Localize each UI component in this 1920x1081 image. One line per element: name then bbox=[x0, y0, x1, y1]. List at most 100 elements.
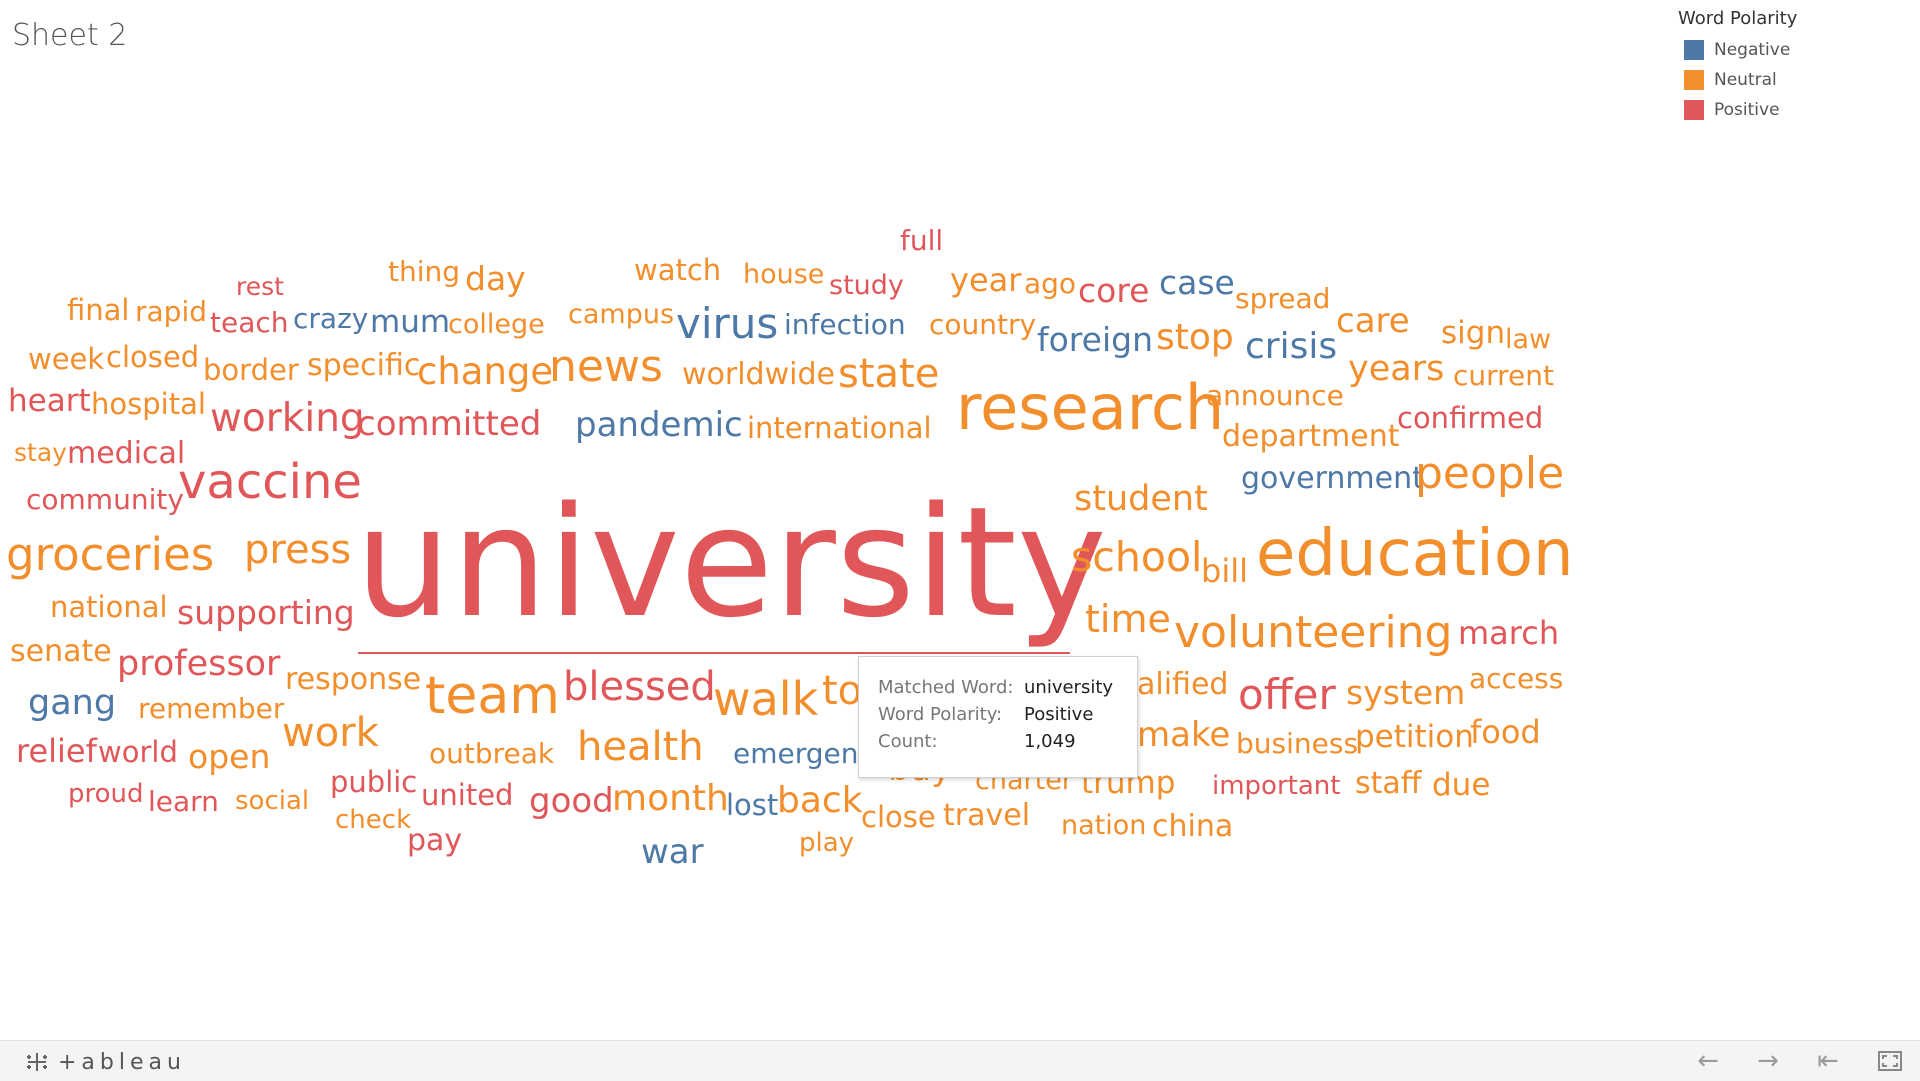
word-alified[interactable]: alified bbox=[1137, 667, 1229, 702]
word-china[interactable]: china bbox=[1152, 809, 1234, 844]
word-rapid[interactable]: rapid bbox=[135, 295, 207, 328]
word-student[interactable]: student bbox=[1074, 479, 1208, 519]
redo-icon[interactable]: → bbox=[1757, 1046, 1779, 1076]
word-to[interactable]: to bbox=[822, 668, 863, 714]
word-outbreak[interactable]: outbreak bbox=[429, 737, 555, 770]
word-university[interactable]: university bbox=[355, 474, 1107, 651]
word-response[interactable]: response bbox=[285, 662, 422, 697]
word-check[interactable]: check bbox=[335, 805, 412, 835]
word-college[interactable]: college bbox=[448, 309, 545, 340]
word-rest[interactable]: rest bbox=[236, 272, 284, 301]
word-emergenc[interactable]: emergenc bbox=[733, 737, 874, 770]
word-crisis[interactable]: crisis bbox=[1245, 326, 1338, 367]
word-press[interactable]: press bbox=[244, 527, 352, 573]
word-groceries[interactable]: groceries bbox=[6, 528, 215, 581]
word-close[interactable]: close bbox=[861, 800, 936, 834]
word-care[interactable]: care bbox=[1336, 301, 1410, 341]
word-remember[interactable]: remember bbox=[138, 692, 285, 725]
word-march[interactable]: march bbox=[1458, 614, 1560, 652]
word-due[interactable]: due bbox=[1432, 767, 1491, 803]
word-country[interactable]: country bbox=[929, 308, 1037, 341]
word-nation[interactable]: nation bbox=[1061, 810, 1147, 841]
word-offer[interactable]: offer bbox=[1238, 670, 1336, 719]
word-thing[interactable]: thing bbox=[388, 255, 461, 288]
word-week[interactable]: week bbox=[28, 342, 105, 376]
legend-item-neutral[interactable]: Neutral bbox=[1678, 65, 1797, 95]
word-month[interactable]: month bbox=[612, 778, 729, 819]
word-public[interactable]: public bbox=[330, 765, 418, 799]
word-travel[interactable]: travel bbox=[943, 798, 1031, 833]
word-staff[interactable]: staff bbox=[1355, 766, 1422, 801]
word-working[interactable]: working bbox=[210, 396, 365, 441]
revert-icon[interactable]: ⇤ bbox=[1817, 1046, 1839, 1076]
word-research[interactable]: research bbox=[956, 371, 1225, 444]
word-case[interactable]: case bbox=[1159, 263, 1235, 302]
word-good[interactable]: good bbox=[529, 781, 614, 821]
word-sign[interactable]: sign bbox=[1441, 315, 1506, 351]
word-state[interactable]: state bbox=[838, 351, 940, 397]
word-health[interactable]: health bbox=[577, 724, 704, 770]
word-blessed[interactable]: blessed bbox=[563, 664, 716, 710]
word-virus[interactable]: virus bbox=[676, 299, 779, 348]
word-pandemic[interactable]: pandemic bbox=[575, 405, 743, 445]
word-crazy[interactable]: crazy bbox=[293, 302, 369, 335]
word-core[interactable]: core bbox=[1078, 271, 1150, 310]
word-petition[interactable]: petition bbox=[1355, 719, 1474, 755]
word-work[interactable]: work bbox=[282, 710, 379, 756]
word-vaccine[interactable]: vaccine bbox=[178, 454, 362, 510]
word-foreign[interactable]: foreign bbox=[1037, 320, 1153, 359]
word-important[interactable]: important bbox=[1212, 771, 1341, 801]
word-department[interactable]: department bbox=[1222, 419, 1400, 454]
word-gang[interactable]: gang bbox=[28, 683, 117, 723]
word-world[interactable]: world bbox=[98, 735, 178, 769]
word-hospital[interactable]: hospital bbox=[91, 387, 206, 421]
word-pay[interactable]: pay bbox=[407, 823, 463, 858]
word-government[interactable]: government bbox=[1241, 461, 1424, 496]
word-news[interactable]: news bbox=[549, 341, 663, 392]
word-supporting[interactable]: supporting bbox=[177, 593, 355, 632]
word-border[interactable]: border bbox=[203, 353, 299, 387]
word-years[interactable]: years bbox=[1348, 349, 1445, 389]
word-year[interactable]: year bbox=[950, 261, 1022, 299]
word-bill[interactable]: bill bbox=[1201, 552, 1248, 590]
word-teach[interactable]: teach bbox=[210, 306, 289, 339]
word-house[interactable]: house bbox=[743, 259, 825, 290]
word-closed[interactable]: closed bbox=[106, 340, 200, 374]
word-access[interactable]: access bbox=[1469, 662, 1564, 695]
word-time[interactable]: time bbox=[1085, 597, 1171, 641]
word-specific[interactable]: specific bbox=[307, 348, 421, 383]
word-war[interactable]: war bbox=[641, 832, 704, 872]
word-current[interactable]: current bbox=[1453, 359, 1555, 392]
word-play[interactable]: play bbox=[799, 828, 855, 858]
word-business[interactable]: business bbox=[1236, 727, 1359, 760]
word-committed[interactable]: committed bbox=[357, 404, 542, 444]
word-learn[interactable]: learn bbox=[148, 785, 219, 818]
word-day[interactable]: day bbox=[465, 259, 526, 298]
word-mum[interactable]: mum bbox=[370, 304, 451, 340]
word-announce[interactable]: announce bbox=[1206, 379, 1344, 412]
word-international[interactable]: international bbox=[747, 411, 932, 445]
word-study[interactable]: study bbox=[829, 270, 904, 301]
undo-icon[interactable]: ← bbox=[1697, 1046, 1719, 1076]
word-heart[interactable]: heart bbox=[8, 383, 91, 419]
word-confirmed[interactable]: confirmed bbox=[1397, 401, 1544, 435]
word-food[interactable]: food bbox=[1470, 713, 1541, 751]
word-campus[interactable]: campus bbox=[568, 299, 675, 330]
word-walk[interactable]: walk bbox=[713, 672, 819, 726]
word-social[interactable]: social bbox=[235, 786, 310, 816]
word-education[interactable]: education bbox=[1256, 517, 1574, 591]
word-school[interactable]: school bbox=[1071, 533, 1203, 581]
legend-item-negative[interactable]: Negative bbox=[1678, 35, 1797, 65]
word-ago[interactable]: ago bbox=[1024, 267, 1077, 300]
word-spread[interactable]: spread bbox=[1235, 282, 1331, 315]
word-volunteering[interactable]: volunteering bbox=[1174, 607, 1453, 658]
word-make[interactable]: make bbox=[1137, 715, 1231, 755]
word-change[interactable]: change bbox=[417, 350, 554, 393]
word-people[interactable]: people bbox=[1415, 448, 1565, 499]
word-lost[interactable]: lost bbox=[726, 788, 779, 822]
word-united[interactable]: united bbox=[421, 778, 514, 812]
word-final[interactable]: final bbox=[67, 293, 130, 327]
word-national[interactable]: national bbox=[50, 590, 168, 624]
word-medical[interactable]: medical bbox=[67, 436, 186, 471]
word-infection[interactable]: infection bbox=[784, 308, 906, 341]
